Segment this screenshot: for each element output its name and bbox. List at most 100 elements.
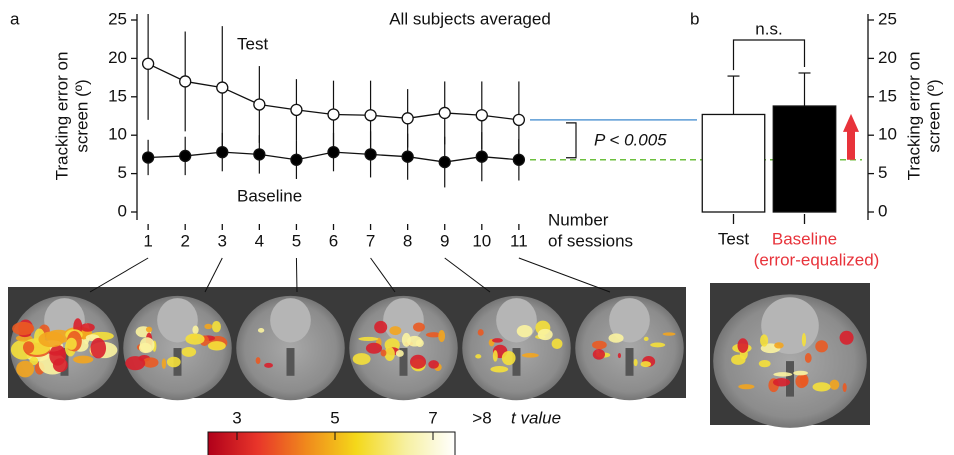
- y-axis-label: screen (º): [72, 79, 91, 152]
- activation-blob: [389, 326, 402, 336]
- activation-blob: [773, 372, 793, 377]
- x-tick-label: Test: [718, 229, 749, 248]
- activation-blob: [29, 356, 39, 366]
- brain-tissue: [270, 298, 311, 343]
- activation-blob: [812, 382, 831, 392]
- y-axis-label: screen (º): [924, 79, 943, 152]
- data-point: [475, 109, 488, 122]
- increase-arrow: [843, 113, 859, 160]
- activation-blob: [139, 342, 152, 354]
- activation-blob: [257, 328, 265, 333]
- y-tick-label: 5: [118, 163, 127, 182]
- y-tick-label: 5: [878, 163, 887, 182]
- activation-blob: [384, 346, 395, 362]
- panel-label: a: [10, 9, 20, 28]
- y-tick-label: 15: [108, 86, 127, 105]
- data-point: [401, 150, 414, 163]
- activation-blob: [592, 349, 606, 360]
- activation-blob: [406, 335, 423, 347]
- activation-blob: [125, 356, 146, 371]
- colorbar: [207, 431, 456, 455]
- activation-blob: [801, 333, 807, 347]
- activation-blob: [255, 357, 261, 364]
- brain-tissue: [786, 361, 794, 397]
- activation-blob: [380, 349, 387, 357]
- activation-blob: [80, 323, 95, 332]
- activation-blob: [643, 336, 649, 342]
- activation-blob: [738, 384, 755, 390]
- y-tick-label: 0: [118, 201, 127, 220]
- data-point: [253, 148, 266, 161]
- x-tick-label: 3: [218, 231, 227, 250]
- activation-blob: [490, 366, 509, 373]
- x-axis-label: Number: [548, 210, 609, 229]
- activation-blob: [737, 338, 749, 353]
- x-tick-label: 8: [403, 231, 412, 250]
- x-tick-label: 5: [292, 231, 301, 250]
- y-tick-label: 15: [878, 86, 897, 105]
- data-point: [512, 153, 526, 166]
- x-tick-label: 6: [329, 231, 338, 250]
- data-point: [512, 113, 526, 126]
- activation-blob: [142, 357, 159, 368]
- activation-blob: [12, 321, 35, 336]
- activation-blob: [181, 346, 197, 357]
- activation-blob: [492, 350, 498, 362]
- brain-tissue: [512, 348, 521, 376]
- activation-blob: [774, 342, 784, 349]
- activation-blob: [192, 325, 199, 334]
- bar: [701, 113, 766, 213]
- x-tick-label: 11: [510, 231, 528, 250]
- data-point: [401, 112, 414, 125]
- activation-blob: [793, 370, 808, 376]
- brain-tissue: [625, 348, 634, 376]
- activation-blob: [90, 337, 107, 359]
- series-group: [141, 14, 526, 159]
- y-axis-label: Tracking error on: [52, 52, 71, 181]
- activation-blob: [662, 332, 676, 336]
- activation-blob: [264, 362, 273, 368]
- significance-bracket: [732, 39, 806, 71]
- x-tick-label: 7: [366, 231, 375, 250]
- y-axis-label: Tracking error on: [904, 52, 923, 181]
- activation-blob: [211, 321, 221, 333]
- activation-blob: [617, 352, 622, 359]
- activation-blob: [166, 356, 181, 368]
- connector: [89, 257, 149, 293]
- data-point: [290, 103, 303, 117]
- activation-blob: [161, 358, 167, 369]
- activation-blob: [38, 331, 65, 348]
- annotation: n.s.: [755, 19, 782, 38]
- panel-label: b: [690, 9, 699, 28]
- activation-blob: [425, 332, 442, 338]
- colorbar-tick-label: 5: [330, 408, 339, 427]
- y-tick-label: 20: [108, 48, 127, 67]
- activation-blob: [731, 354, 746, 365]
- brain-tissue: [157, 298, 198, 343]
- activation-blob: [438, 329, 446, 343]
- activation-blob: [592, 340, 607, 350]
- x-axis-label: of sessions: [548, 231, 633, 250]
- activation-blob: [395, 350, 404, 357]
- activation-blob: [501, 350, 516, 366]
- y-tick-label: 10: [878, 125, 897, 144]
- brain-tissue: [286, 348, 295, 376]
- colorbar-tick-label: 3: [232, 408, 241, 427]
- activation-blob: [551, 338, 563, 349]
- x-tick-label: 1: [143, 231, 152, 250]
- activation-blob: [521, 353, 539, 358]
- data-point: [290, 153, 303, 166]
- data-point: [327, 108, 340, 121]
- data-point: [438, 155, 451, 169]
- activation-blob: [374, 320, 388, 334]
- activation-blob: [52, 358, 68, 373]
- activation-blob: [758, 359, 771, 368]
- brain-tissue: [399, 348, 408, 376]
- data-point: [141, 151, 155, 164]
- x-tick-label: 4: [255, 231, 264, 250]
- x-tick-label: Baseline: [772, 229, 837, 248]
- activation-blob: [73, 355, 94, 364]
- activation-blob: [491, 338, 503, 343]
- activation-blob: [633, 358, 638, 367]
- bar: [772, 105, 837, 213]
